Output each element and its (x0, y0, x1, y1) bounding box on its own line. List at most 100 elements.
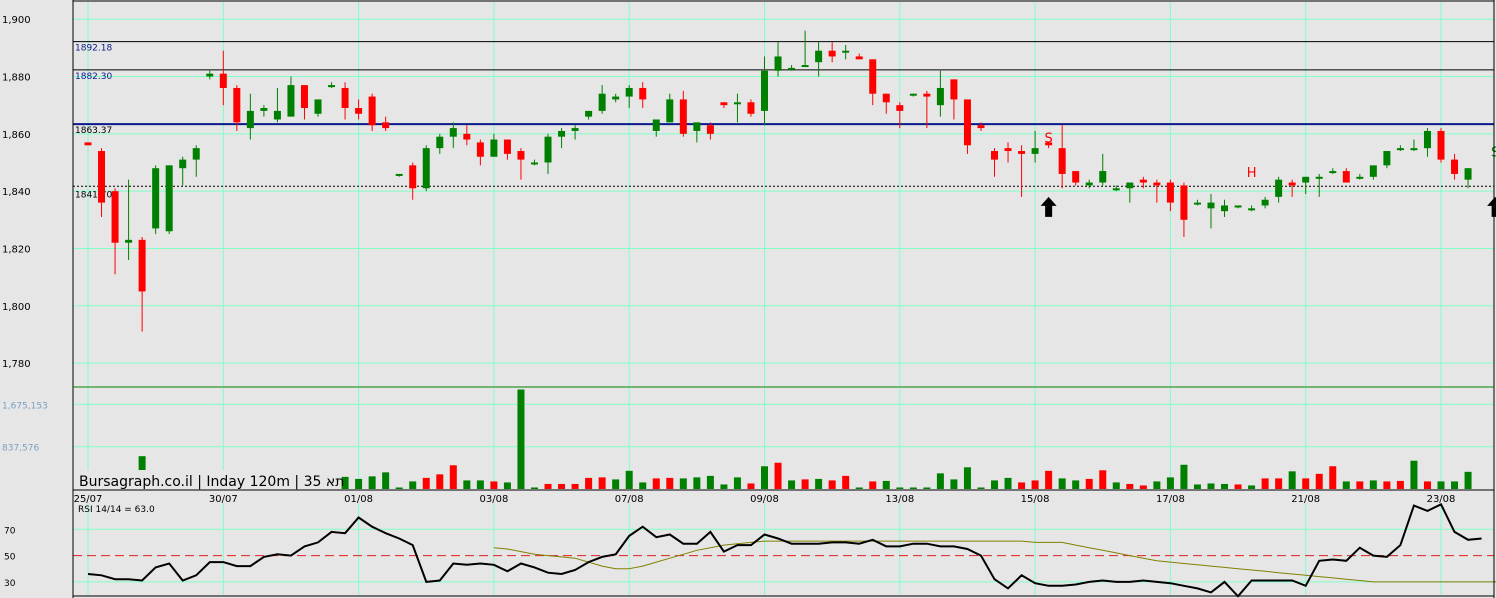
candle-body (179, 159, 187, 169)
rsi-y-axis: 70 50 30 (4, 526, 16, 589)
x-tick-label: 03/08 (479, 494, 508, 505)
volume-bar (923, 487, 931, 489)
volume-bar (1342, 481, 1350, 489)
candle-body (788, 67, 796, 70)
volume-bar (463, 480, 471, 489)
volume-bar (1451, 481, 1459, 489)
reference-line-label: 1882.30 (75, 72, 112, 82)
candle-body (314, 99, 322, 114)
candle-body (1234, 205, 1242, 208)
candle-body (1369, 165, 1377, 177)
y-tick-label: 1,840 (2, 187, 31, 198)
volume-bar (1221, 483, 1229, 489)
x-tick-label: 21/08 (1291, 494, 1320, 505)
volume-bar (1166, 477, 1174, 489)
candle-body (801, 65, 809, 68)
volume-bar (612, 479, 620, 489)
candle-body (409, 165, 417, 189)
candle-body (219, 73, 227, 88)
volume-bar (517, 389, 525, 489)
volume-bar (1126, 483, 1134, 489)
y-tick-label: 1,780 (2, 359, 31, 370)
volume-bar (1369, 480, 1377, 489)
volume-bar (625, 470, 633, 489)
volume-panel: 1,675,153 837,576 Bursagraph.co.il | Inda… (2, 388, 1494, 490)
volume-bar (1004, 477, 1012, 489)
candle-body (422, 148, 430, 189)
candle-body (1018, 151, 1026, 154)
volume-bar (950, 479, 958, 489)
candle-body (991, 151, 999, 160)
candle-body (720, 102, 728, 106)
volume-bar (1356, 481, 1364, 489)
volume-bar (882, 480, 890, 489)
volume-bar (571, 483, 579, 489)
y-tick-label: 1,900 (2, 15, 31, 26)
volume-bar (842, 475, 850, 489)
price-candles (84, 30, 1472, 332)
candle-body (490, 139, 498, 157)
candle-body (206, 73, 214, 77)
candle-body (828, 50, 836, 57)
candle-body (233, 87, 241, 123)
candle-body (260, 108, 268, 111)
x-tick-label: 17/08 (1156, 494, 1185, 505)
candle-body (165, 165, 173, 232)
volume-bar (1437, 481, 1445, 489)
rsi-panel: 70 50 30 RSI 14/14 = 63.0 (4, 502, 1496, 598)
date-axis: 25/07 30/07 01/08 03/08 07/08 09/08 13/08 15/08… (74, 494, 1456, 505)
volume-bar (1018, 482, 1026, 489)
rsi-grid (73, 503, 1494, 595)
candle-body (909, 93, 917, 96)
volume-bar (666, 477, 674, 489)
candle-body (585, 110, 593, 117)
pattern-label: H (1247, 166, 1257, 181)
volume-bar (1302, 478, 1310, 489)
volume-bar (1045, 470, 1053, 489)
candle-body (1437, 130, 1445, 160)
candle-body (693, 122, 701, 131)
candle-body (1288, 182, 1296, 186)
volume-bar (1193, 484, 1201, 489)
volume-bar (1383, 481, 1391, 489)
volume-bar (558, 483, 566, 489)
volume-bar (896, 487, 904, 489)
volume-bar (395, 487, 403, 489)
candle-body (747, 102, 755, 114)
candle-body (639, 87, 647, 100)
volume-bar (368, 476, 376, 489)
candle-body (111, 191, 119, 243)
volume-bar (869, 481, 877, 489)
candle-body (1302, 176, 1310, 183)
candle-body (300, 85, 308, 109)
volume-bar (1180, 464, 1188, 489)
candle-body (1139, 179, 1147, 183)
candle-body (341, 87, 349, 109)
price-reference-lines: 1892.18 1882.30 1863.37 1841.70 (73, 41, 1494, 200)
candle-body (476, 142, 484, 157)
volume-bar (1058, 478, 1066, 489)
candle-body (950, 79, 958, 100)
candle-body (1383, 151, 1391, 166)
candle-body (1126, 182, 1134, 189)
candle-body (1356, 176, 1364, 179)
x-tick-label: 15/08 (1021, 494, 1050, 505)
candle-body (246, 110, 254, 129)
x-tick-label: 25/07 (74, 494, 103, 505)
volume-bar (1085, 478, 1093, 489)
volume-bar (977, 487, 985, 489)
volume-bar (449, 465, 457, 489)
candle-body (761, 70, 768, 111)
candle-body (152, 168, 160, 229)
price-y-axis: 1,900 1,880 1,860 1,840 1,820 1,800 1,780 (2, 15, 31, 370)
volume-caption-backdrop (76, 470, 338, 489)
volume-bar (720, 484, 728, 489)
volume-bar (422, 477, 430, 489)
x-tick-label: 23/08 (1427, 494, 1456, 505)
candle-body (273, 110, 281, 120)
rsi-average-line (493, 540, 1496, 583)
candle-body (706, 125, 714, 134)
x-tick-label: 13/08 (885, 494, 914, 505)
volume-bar (788, 480, 796, 489)
